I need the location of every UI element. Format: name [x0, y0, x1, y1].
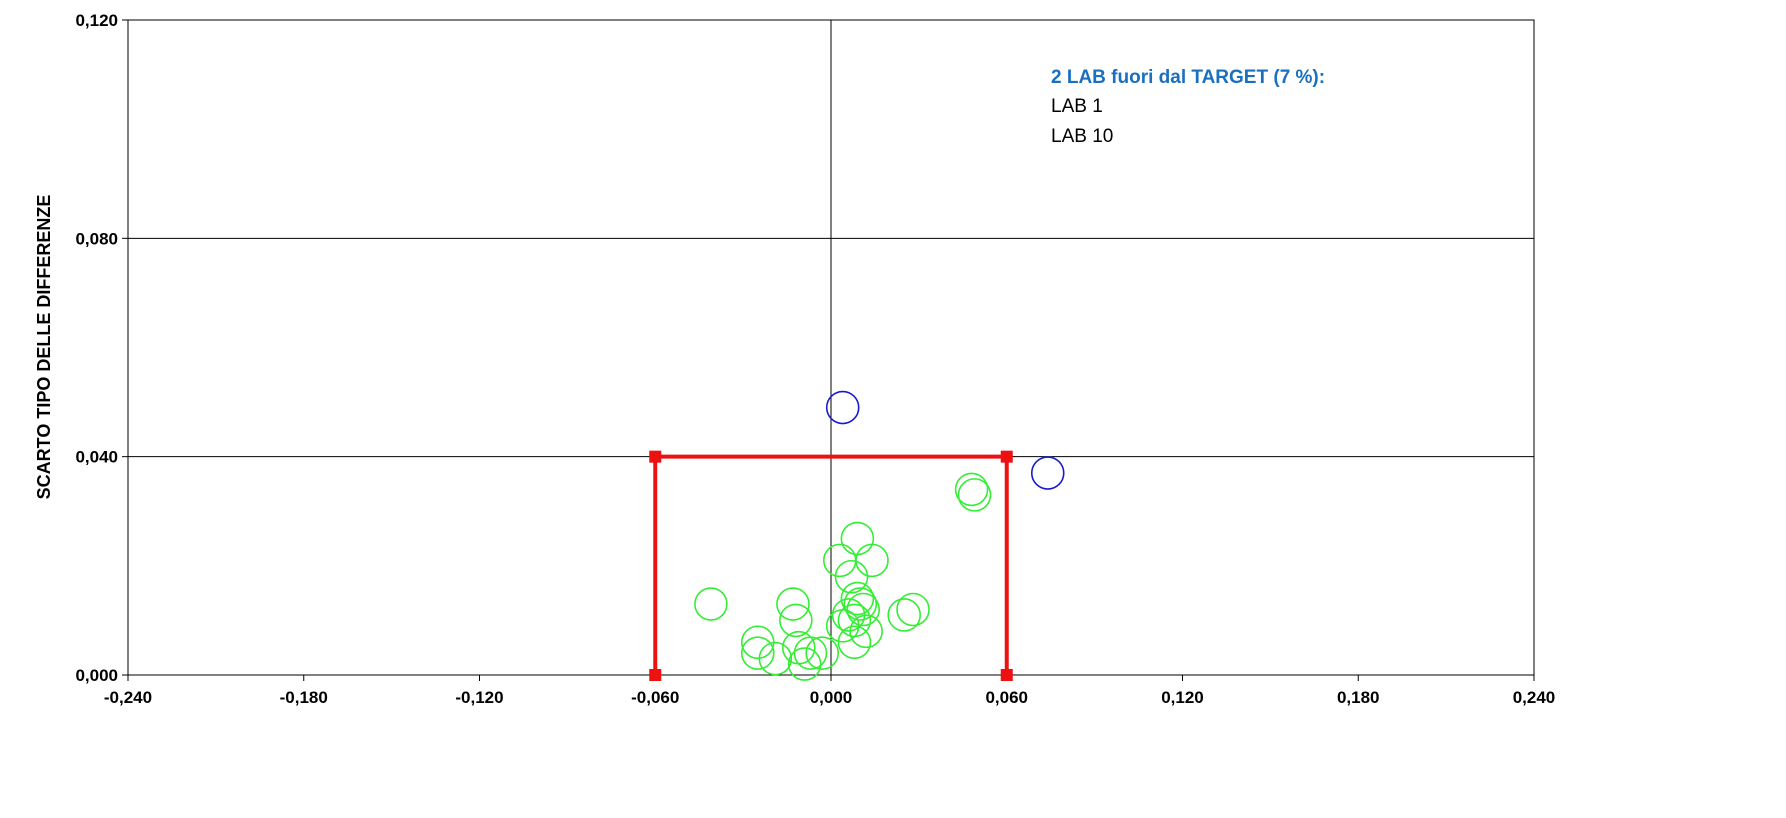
y-axis-label: SCARTO TIPO DELLE DIFFERENZE — [34, 195, 54, 500]
point-inside-target — [896, 592, 930, 627]
x-tick-label: -0,060 — [631, 688, 679, 707]
annotation-title: 2 LAB fuori dal TARGET (7 %): — [1051, 67, 1325, 88]
annotation-item: LAB 10 — [1051, 126, 1113, 147]
grid-layer — [122, 19, 1535, 681]
point-inside-target — [954, 472, 989, 507]
point-outside-target — [1030, 456, 1065, 490]
point-inside-target — [837, 603, 872, 638]
axis-ticks: 0,000 0,040 0,080 0,120 -0,240 -0,180 -0,120 -0… — [75, 11, 1555, 707]
point-inside-target — [694, 587, 728, 621]
point-outside-target — [825, 390, 860, 425]
x-tick-label: -0,180 — [280, 688, 328, 707]
point-inside-target — [779, 603, 813, 638]
point-inside-target — [849, 614, 883, 649]
annotation-item: LAB 1 — [1051, 96, 1103, 117]
point-inside-target — [887, 598, 922, 632]
point-inside-target — [840, 521, 875, 556]
y-tick-label: 0,120 — [75, 11, 118, 30]
data-points — [694, 390, 1065, 681]
x-tick-label: -0,240 — [104, 688, 152, 707]
target-corner-marker — [649, 450, 662, 463]
point-inside-target — [840, 581, 875, 616]
y-tick-label: 0,080 — [75, 229, 118, 248]
point-inside-target — [787, 647, 822, 681]
target-box — [649, 450, 1013, 681]
point-inside-target — [805, 636, 840, 670]
point-inside-target — [855, 543, 889, 578]
x-tick-label: 0,060 — [985, 688, 1028, 707]
point-inside-target — [834, 559, 869, 594]
point-inside-target — [837, 625, 872, 660]
target-corner-marker — [1000, 669, 1013, 681]
x-tick-label: 0,240 — [1513, 688, 1556, 707]
target-outline — [653, 454, 1009, 675]
point-inside-target — [776, 587, 810, 621]
x-tick-label: 0,000 — [810, 688, 853, 707]
target-corner-marker — [649, 669, 662, 681]
point-inside-target — [740, 636, 775, 670]
x-tick-label: 0,120 — [1161, 688, 1204, 707]
point-inside-target — [846, 592, 881, 627]
point-inside-target — [957, 478, 992, 512]
x-tick-label: 0,180 — [1337, 688, 1380, 707]
x-tick-label: -0,120 — [455, 688, 503, 707]
y-tick-label: 0,000 — [75, 666, 118, 685]
target-corner-marker — [1000, 450, 1013, 463]
point-inside-target — [758, 641, 793, 676]
point-inside-target — [793, 636, 828, 670]
point-inside-target — [843, 587, 878, 621]
y-tick-label: 0,040 — [75, 448, 118, 467]
